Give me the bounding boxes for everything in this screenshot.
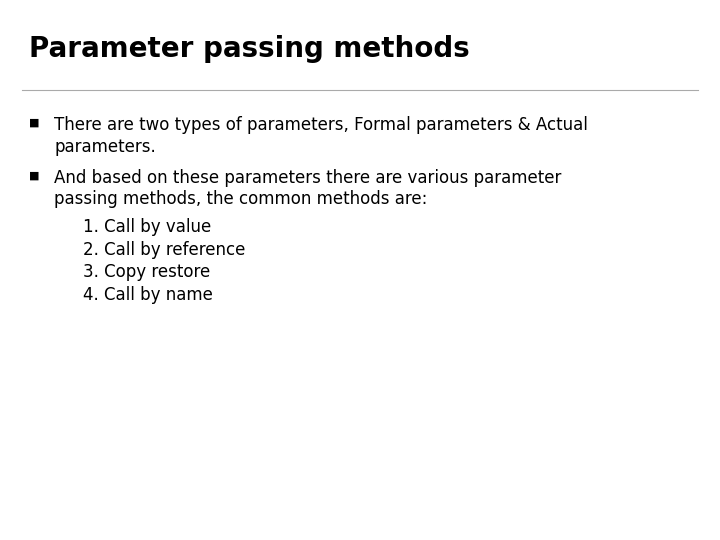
Text: There are two types of parameters, Formal parameters & Actual: There are two types of parameters, Forma… (54, 116, 588, 134)
Text: Parameter passing methods: Parameter passing methods (29, 35, 469, 63)
Text: 3. Copy restore: 3. Copy restore (83, 263, 210, 281)
Text: Unit – 6 : Run Time Memory Management: Unit – 6 : Run Time Memory Management (29, 514, 274, 527)
Text: Darshan Institute of Engineering & Technology: Darshan Institute of Engineering & Techn… (364, 514, 639, 527)
Text: 1. Call by value: 1. Call by value (83, 218, 211, 236)
Text: And based on these parameters there are various parameter: And based on these parameters there are … (54, 169, 562, 187)
Text: parameters.: parameters. (54, 138, 156, 156)
Text: 23: 23 (328, 514, 343, 527)
Text: 2. Call by reference: 2. Call by reference (83, 240, 246, 259)
Text: 4. Call by name: 4. Call by name (83, 286, 212, 303)
Text: ■: ■ (29, 171, 40, 180)
Text: passing methods, the common methods are:: passing methods, the common methods are: (54, 191, 428, 208)
Text: ■: ■ (29, 118, 40, 128)
